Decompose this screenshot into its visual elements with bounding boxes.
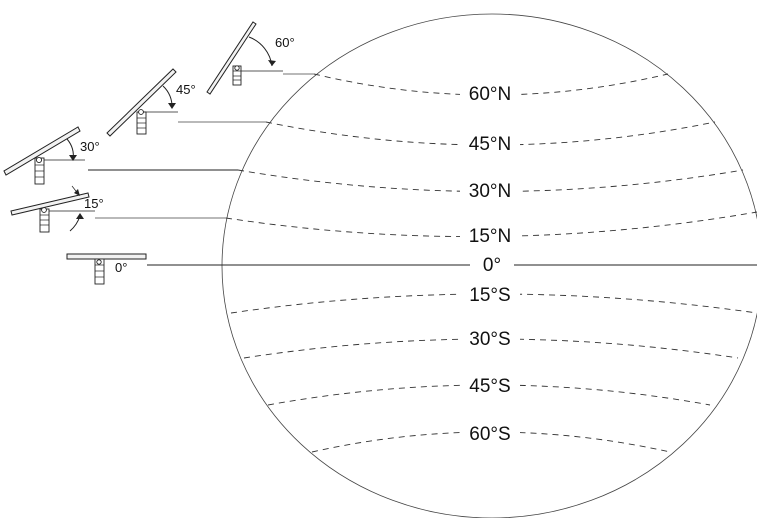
mount-45-panel bbox=[106, 68, 177, 137]
mount-0-panel bbox=[66, 253, 147, 260]
latitude-label-15n: 15°N bbox=[469, 226, 511, 247]
globe-outline bbox=[221, 13, 757, 518]
solar-mount-15: 15° bbox=[10, 185, 104, 233]
solar-mount-30: 30° bbox=[3, 126, 100, 185]
parallel-15s bbox=[230, 293, 757, 314]
latitude-label-30s: 30°S bbox=[469, 329, 510, 350]
latitude-label-0: 0° bbox=[483, 255, 501, 276]
latitude-label-60s: 60°S bbox=[469, 424, 510, 445]
solar-mount-0: 0° bbox=[66, 253, 147, 285]
mount-60-angle-arc bbox=[248, 36, 273, 67]
mount-0-post bbox=[94, 258, 105, 285]
latitude-label-60n: 60°N bbox=[469, 84, 511, 105]
mount-45-angle-label: 45° bbox=[176, 82, 196, 97]
mount-60-panel bbox=[206, 21, 257, 95]
mount-15-panel bbox=[10, 192, 90, 216]
latitude-label-15s: 15°S bbox=[469, 285, 510, 306]
mount-15-angle-label: 15° bbox=[84, 196, 104, 211]
solar-mount-45: 45° bbox=[106, 68, 196, 137]
mount-60-angle-label: 60° bbox=[275, 35, 295, 50]
mount-30-angle-label: 30° bbox=[80, 139, 100, 154]
latitude-label-group: 60°N 45°N 30°N 15°N 0° 15°S 30°S 45°S 60… bbox=[460, 83, 520, 445]
mount-0-angle-label: 0° bbox=[115, 260, 127, 275]
latitude-label-45s: 45°S bbox=[469, 376, 510, 397]
mount-30-panel bbox=[3, 126, 81, 176]
solar-mount-60: 60° bbox=[206, 21, 295, 95]
latitude-label-30n: 30°N bbox=[469, 181, 511, 202]
latitude-label-45n: 45°N bbox=[469, 134, 511, 155]
